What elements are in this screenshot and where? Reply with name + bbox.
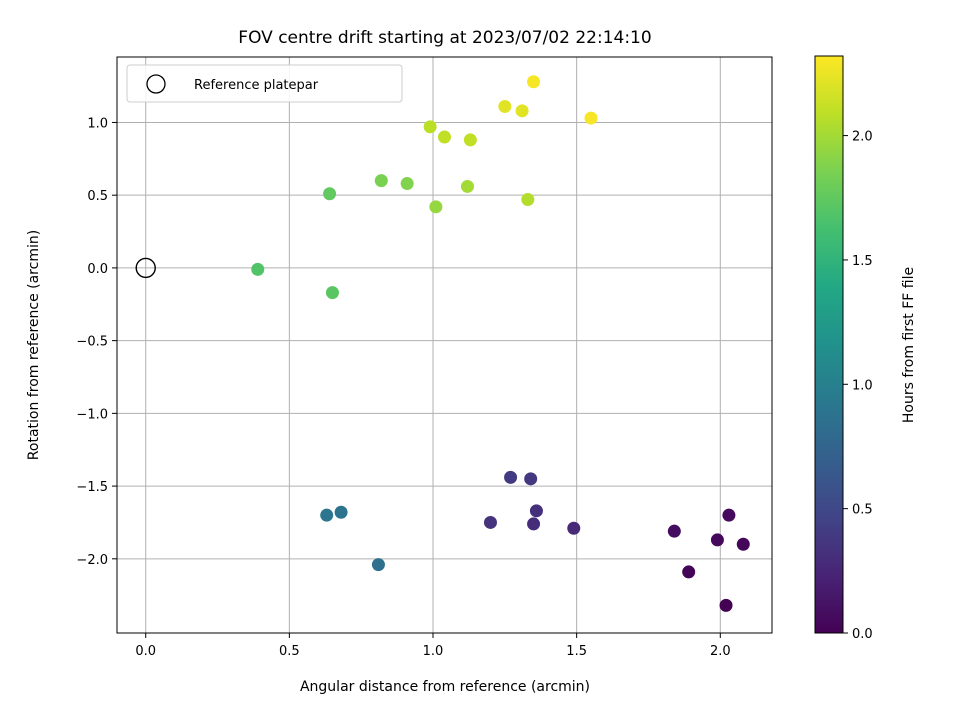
data-point: [710, 533, 724, 547]
chart-title: FOV centre drift starting at 2023/07/02 …: [238, 28, 651, 48]
colorbar-gradient: [814, 55, 844, 634]
legend-box: [126, 64, 403, 103]
colorbar-label: Hours from first FF file: [901, 267, 917, 423]
data-points: [251, 75, 750, 612]
colorbar-tick-label: 1.5: [852, 254, 873, 269]
colorbar-ticks: 0.0 0.5 1.0 1.5 2.0: [843, 130, 873, 642]
data-point: [423, 120, 437, 134]
data-point: [438, 130, 451, 144]
x-tick-label: 1.0: [423, 644, 444, 659]
legend: Reference platepar: [126, 64, 403, 103]
grid-lines: [117, 57, 772, 633]
colorbar-tick-label: 1.0: [852, 378, 873, 393]
data-point: [325, 286, 339, 300]
data-point: [463, 133, 477, 147]
data-point: [584, 111, 598, 125]
colorbar: 0.0 0.5 1.0 1.5 2.0 Hours from first FF file: [814, 55, 917, 642]
data-point: [567, 521, 581, 535]
data-point: [320, 508, 334, 522]
data-point: [251, 262, 265, 276]
y-tick-label: −1.5: [76, 480, 108, 495]
data-point: [667, 524, 681, 538]
data-point: [400, 177, 414, 191]
x-tick-label: 0.5: [279, 644, 300, 659]
data-point: [527, 517, 541, 531]
data-point: [334, 505, 348, 519]
plot-frame: [116, 56, 773, 634]
data-point: [504, 470, 518, 484]
x-tick-label: 0.0: [135, 644, 156, 659]
legend-marker-icon: [146, 74, 166, 94]
y-tick-label: 0.5: [87, 189, 108, 204]
x-tick-label: 1.5: [566, 644, 587, 659]
data-point: [529, 504, 543, 518]
y-tick-label: 0.0: [87, 262, 108, 277]
data-point: [719, 598, 733, 612]
data-point: [429, 200, 443, 214]
data-point: [323, 187, 337, 201]
data-point: [682, 565, 696, 579]
data-point: [460, 179, 474, 193]
colorbar-tick-label: 0.0: [852, 627, 873, 642]
y-tick-label: 1.0: [87, 116, 108, 131]
x-tick-label: 2.0: [710, 644, 731, 659]
colorbar-tick-label: 2.0: [852, 130, 873, 145]
y-axis-ticks: −2.0 −1.5 −1.0 −0.5 0.0 0.5 1.0: [76, 116, 117, 568]
data-point: [736, 537, 750, 551]
data-point: [483, 515, 497, 529]
reference-point-marker: [135, 257, 156, 279]
y-tick-label: −0.5: [76, 335, 108, 350]
data-point: [498, 99, 512, 113]
data-point: [527, 75, 541, 89]
x-axis-label: Angular distance from reference (arcmin): [300, 679, 590, 695]
y-tick-label: −2.0: [76, 553, 108, 568]
data-point: [521, 193, 535, 207]
legend-entry-reference: Reference platepar: [194, 78, 319, 93]
x-axis-ticks: 0.0 0.5 1.0 1.5 2.0: [135, 633, 731, 659]
y-tick-label: −1.0: [76, 407, 108, 422]
data-point: [524, 472, 538, 486]
y-axis-label: Rotation from reference (arcmin): [26, 230, 42, 460]
data-point: [371, 558, 385, 572]
colorbar-tick-label: 0.5: [852, 503, 873, 518]
reference-marker: [135, 257, 156, 279]
data-point: [374, 174, 388, 188]
data-point: [515, 104, 529, 118]
data-point: [722, 508, 736, 522]
